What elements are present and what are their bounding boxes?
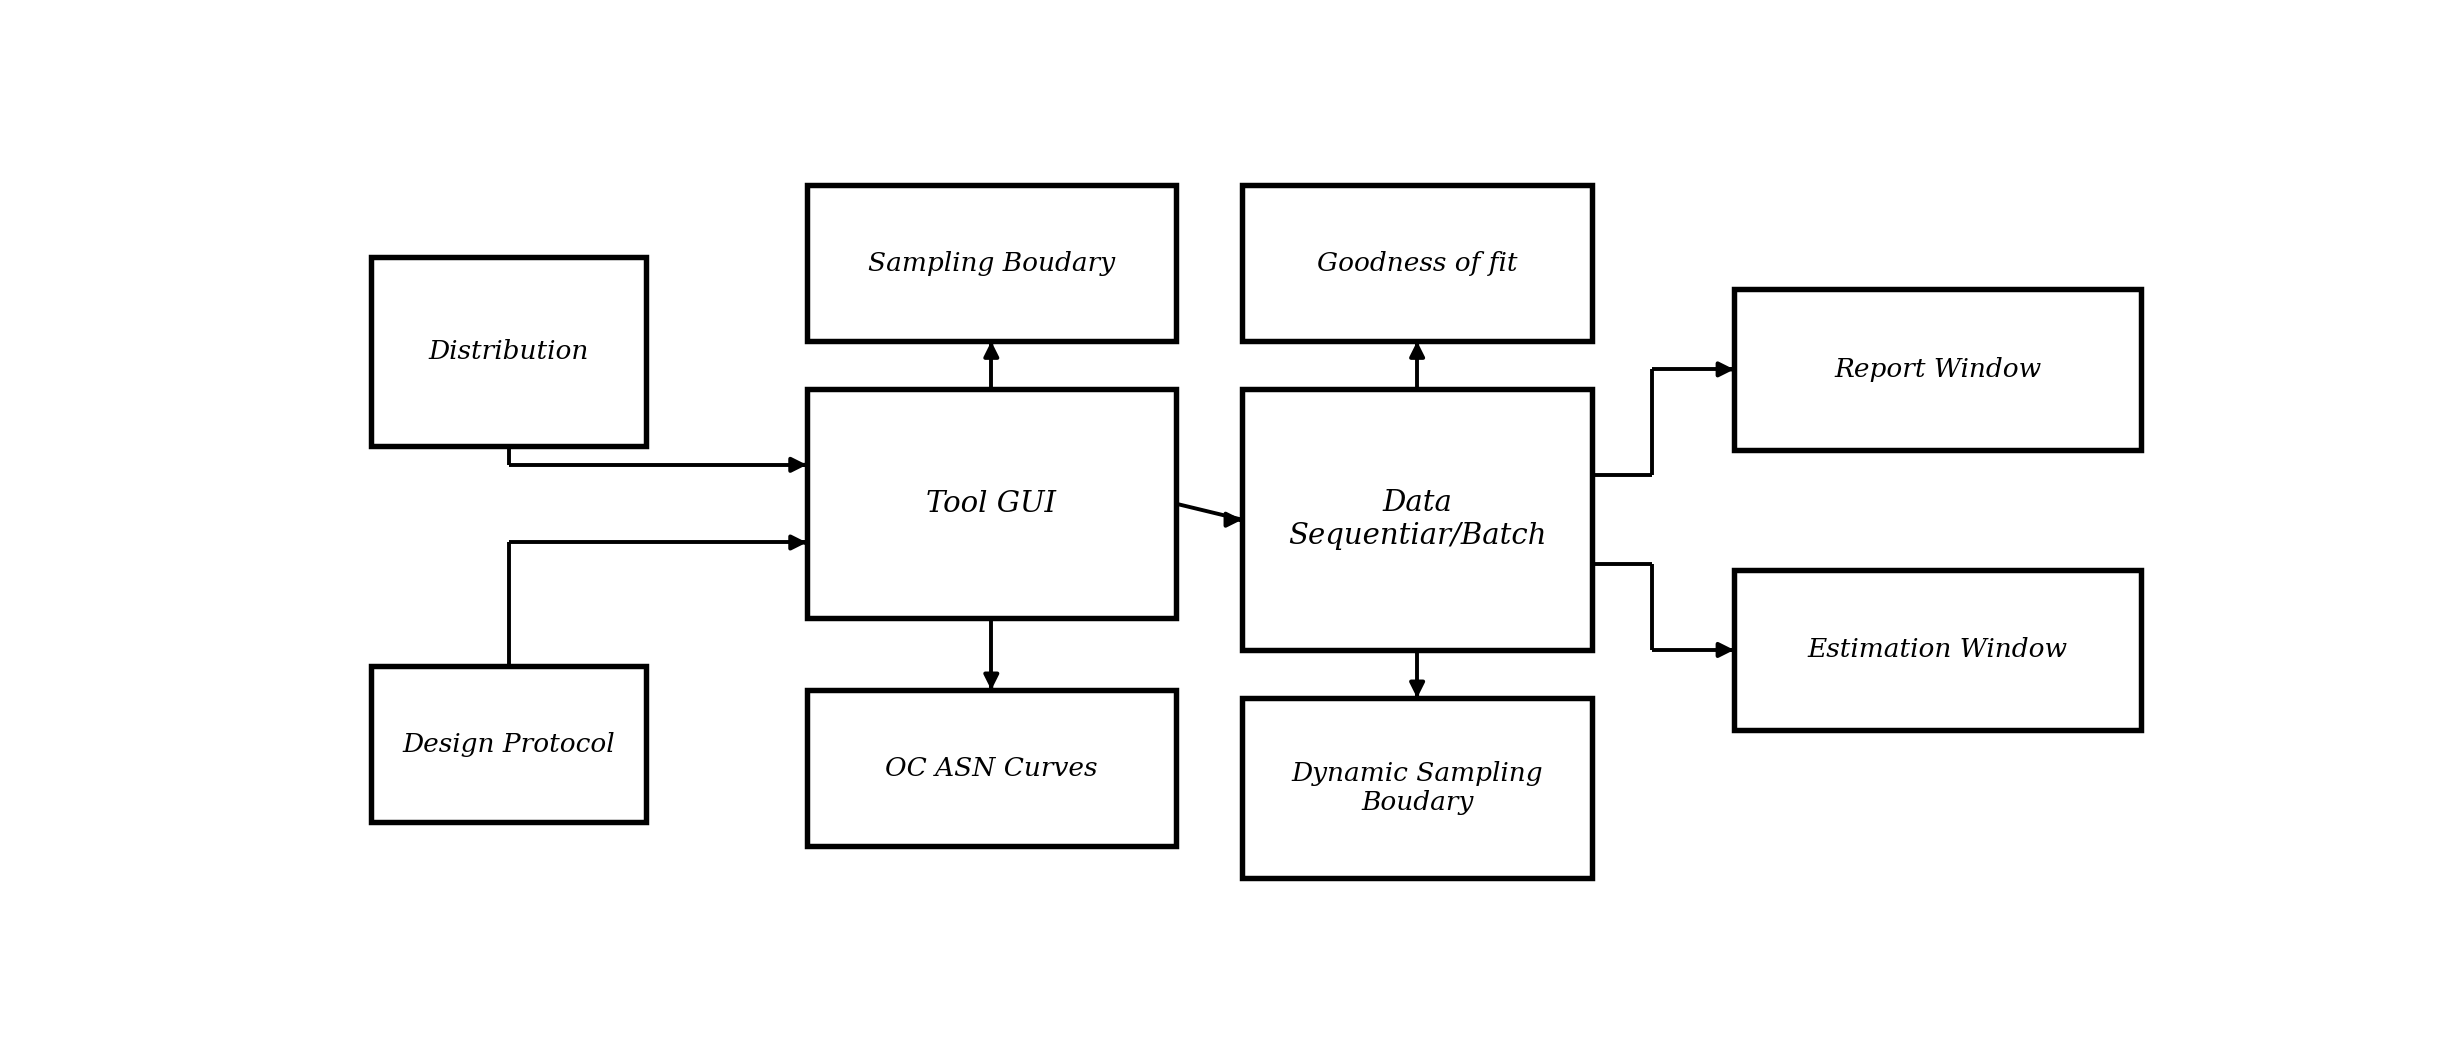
Text: Goodness of fit: Goodness of fit [1316, 251, 1516, 276]
Text: Sampling Boudary: Sampling Boudary [867, 251, 1116, 276]
FancyBboxPatch shape [1734, 569, 2142, 730]
FancyBboxPatch shape [371, 666, 645, 822]
Text: Tool GUI: Tool GUI [926, 489, 1057, 517]
FancyBboxPatch shape [1243, 389, 1592, 650]
Text: OC ASN Curves: OC ASN Curves [884, 756, 1096, 781]
FancyBboxPatch shape [806, 185, 1177, 341]
Text: Design Protocol: Design Protocol [403, 732, 615, 757]
FancyBboxPatch shape [806, 389, 1177, 618]
FancyBboxPatch shape [1734, 289, 2142, 450]
FancyBboxPatch shape [806, 690, 1177, 846]
Text: Report Window: Report Window [1834, 357, 2042, 382]
FancyBboxPatch shape [1243, 185, 1592, 341]
FancyBboxPatch shape [371, 257, 645, 446]
Text: Distribution: Distribution [427, 339, 589, 364]
Text: Dynamic Sampling
Boudary: Dynamic Sampling Boudary [1292, 761, 1543, 815]
Text: Estimation Window: Estimation Window [1807, 637, 2068, 662]
FancyBboxPatch shape [1243, 699, 1592, 879]
Text: Data
Sequentiar/Batch: Data Sequentiar/Batch [1287, 489, 1546, 550]
